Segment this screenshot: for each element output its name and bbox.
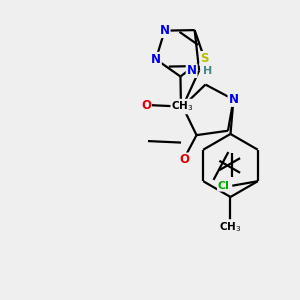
Text: S: S (200, 52, 208, 65)
Text: Cl: Cl (218, 181, 230, 191)
Text: N: N (187, 64, 196, 77)
Text: O: O (141, 99, 151, 112)
Text: N: N (151, 53, 161, 66)
Text: CH$_3$: CH$_3$ (171, 100, 194, 113)
Text: O: O (180, 154, 190, 166)
Text: N: N (160, 24, 170, 37)
Text: N: N (229, 93, 238, 106)
Text: CH$_3$: CH$_3$ (219, 220, 242, 234)
Text: H: H (203, 66, 212, 76)
